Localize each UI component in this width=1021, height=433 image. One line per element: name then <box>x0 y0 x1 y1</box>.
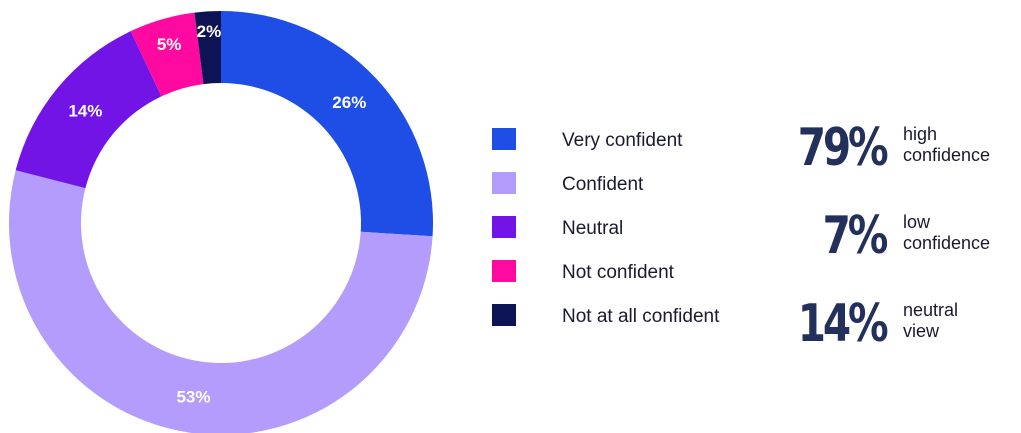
stat-value-low-confidence: 7% <box>822 206 888 266</box>
legend-swatch-not-confident <box>492 260 516 282</box>
stat-low-confidence: 7% low confidence <box>800 208 1021 296</box>
slice-label-very-confident: 26% <box>332 93 366 112</box>
stat-desc-neutral-view: neutral view <box>903 300 958 342</box>
slice-label-not-at-all-confident: 2% <box>197 22 222 41</box>
legend-label-not-confident: Not confident <box>562 262 674 283</box>
stat-desc-high-confidence: high confidence <box>903 124 990 166</box>
donut-slice-not-at-all-confident <box>194 11 221 85</box>
stat-value-neutral-view: 14% <box>797 294 888 354</box>
donut-slice-very-confident <box>221 11 433 237</box>
slice-label-not-confident: 5% <box>157 35 182 54</box>
stat-desc-low-confidence: low confidence <box>903 212 990 254</box>
legend-swatch-not-at-all-confident <box>492 304 516 326</box>
legend-item-confident: Confident <box>492 172 782 216</box>
legend-swatch-confident <box>492 172 516 194</box>
chart-legend: Very confident Confident Neutral Not con… <box>492 128 782 348</box>
donut-slice-confident <box>9 170 433 433</box>
donut-slice-not-confident <box>130 12 204 97</box>
legend-label-not-at-all-confident: Not at all confident <box>562 306 720 327</box>
legend-label-neutral: Neutral <box>562 218 624 239</box>
donut-slice-neutral <box>15 31 162 189</box>
stat-value-high-confidence: 79% <box>797 118 888 178</box>
stat-neutral-view: 14% neutral view <box>797 294 1021 384</box>
stat-desc-line2: confidence <box>903 233 991 253</box>
summary-stats: 79% high confidence 7% low confidence 14… <box>797 118 1021 384</box>
slice-label-neutral: 14% <box>68 101 102 120</box>
legend-item-very-confident: Very confident <box>492 128 782 172</box>
stat-high-confidence: 79% high confidence <box>797 118 1021 208</box>
slice-label-confident: 53% <box>176 387 210 406</box>
donut-chart: 26% 53% 14% 5% 2% <box>9 11 433 433</box>
legend-swatch-very-confident <box>492 128 516 150</box>
legend-item-not-confident: Not confident <box>492 260 782 304</box>
stat-desc-line1: neutral <box>903 300 959 320</box>
legend-item-neutral: Neutral <box>492 216 782 260</box>
stat-desc-line2: view <box>903 321 940 341</box>
legend-item-not-at-all-confident: Not at all confident <box>492 304 782 348</box>
legend-swatch-neutral <box>492 216 516 238</box>
legend-label-very-confident: Very confident <box>562 130 683 151</box>
stat-desc-line1: high <box>903 124 938 144</box>
legend-label-confident: Confident <box>562 174 644 195</box>
stat-desc-line2: confidence <box>903 145 991 165</box>
stat-desc-line1: low <box>903 212 931 232</box>
